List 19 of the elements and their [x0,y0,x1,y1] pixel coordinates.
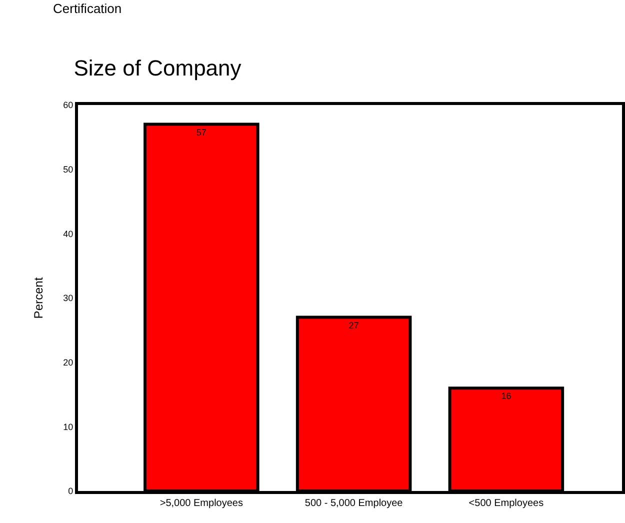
text: Certification [53,1,122,16]
y-tick-label: 10 [63,422,74,432]
bar [296,316,412,491]
bar [448,386,564,491]
x-tick-label: 500 - 5,000 Employee [304,498,404,509]
y-tick-label: 40 [63,228,74,239]
y-tick-label: 50 [63,164,74,174]
data-label: 57 [196,127,206,138]
x-tick-label: <500 Employees [468,498,544,509]
x-tick-label: >5,000 Employees [160,498,243,509]
y-tick-label: 30 [63,293,74,304]
y-tick-label: 60 [63,100,74,110]
data-label: 27 [348,320,359,330]
y-tick-label: 20 [63,357,74,368]
data-label: 16 [501,391,512,402]
y-tick-label: 0 [68,486,74,496]
bar [144,122,260,491]
chart-title: Size of Company [74,56,242,81]
y-axis-title: Percent [31,276,46,319]
